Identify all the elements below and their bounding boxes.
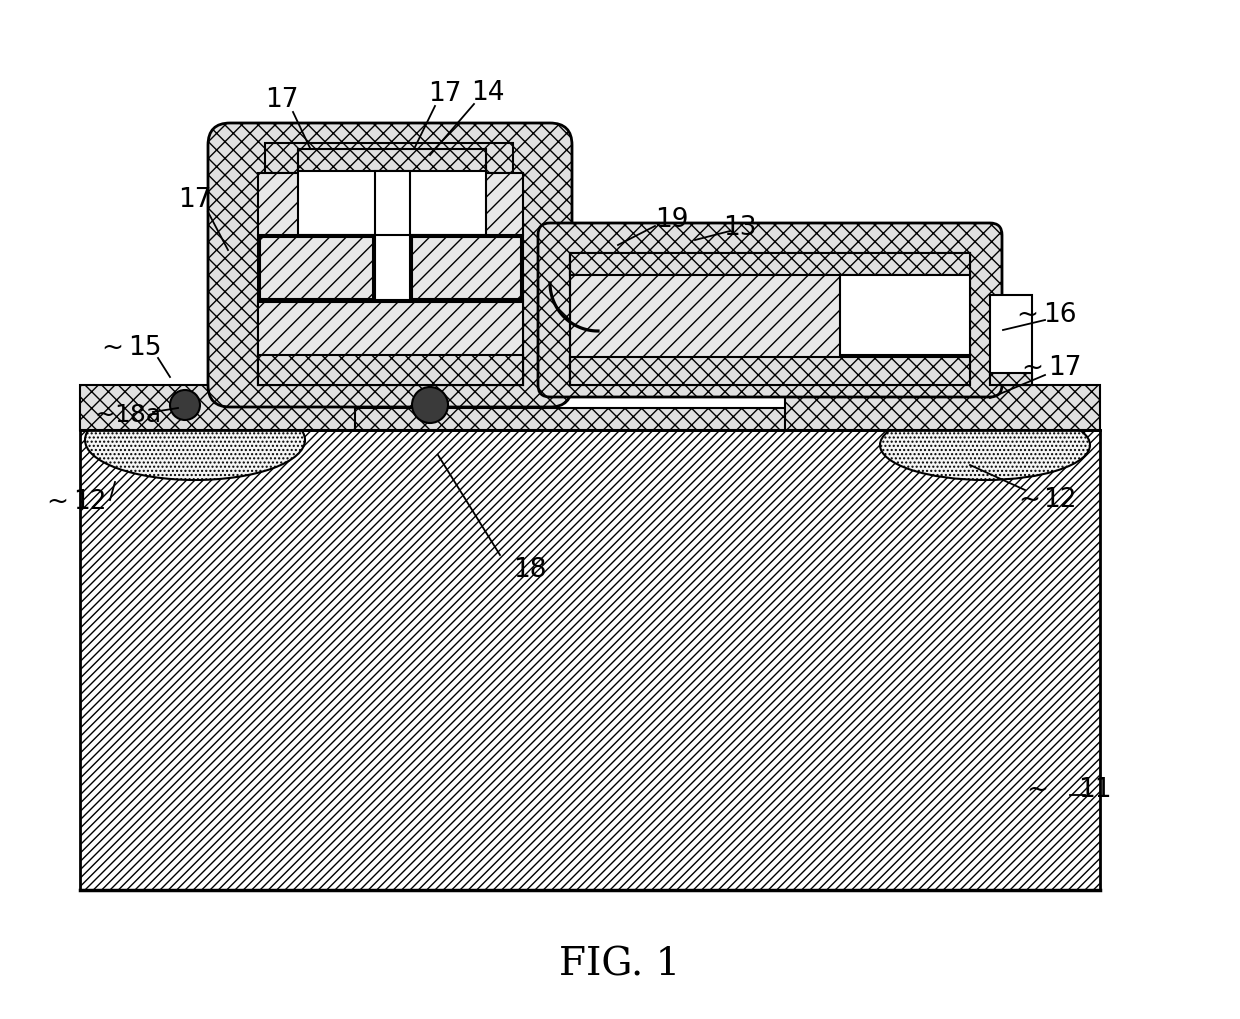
Bar [785, 385, 1100, 430]
FancyBboxPatch shape [208, 123, 572, 407]
Text: 19: 19 [655, 207, 688, 233]
Bar [260, 237, 373, 299]
Text: ~: ~ [1018, 487, 1040, 513]
Circle shape [170, 390, 200, 420]
Text: 17: 17 [428, 81, 461, 107]
Bar [551, 235, 990, 385]
Text: ~: ~ [94, 403, 115, 427]
Bar [412, 237, 521, 299]
Text: 17: 17 [1048, 355, 1081, 381]
Text: 14: 14 [471, 81, 505, 106]
Bar [570, 253, 970, 275]
Text: 13: 13 [723, 215, 756, 242]
Text: 18: 18 [513, 557, 547, 583]
Bar [990, 294, 1032, 385]
Bar [258, 355, 523, 385]
Circle shape [412, 387, 448, 423]
Text: 12: 12 [73, 489, 107, 515]
Text: 18a: 18a [114, 403, 161, 427]
Bar [81, 430, 1100, 890]
Text: 12: 12 [1043, 487, 1076, 513]
Text: 17: 17 [179, 187, 212, 213]
Bar [839, 275, 970, 355]
Text: ~: ~ [100, 335, 123, 361]
Text: 17: 17 [265, 87, 299, 113]
Text: 16: 16 [1043, 302, 1076, 328]
Text: ~: ~ [46, 489, 68, 515]
Bar [570, 357, 970, 385]
Bar [258, 302, 523, 385]
Bar [374, 171, 410, 331]
Bar [130, 408, 990, 430]
Bar [990, 373, 1032, 385]
Bar [258, 173, 523, 385]
Bar [570, 253, 970, 385]
FancyBboxPatch shape [538, 223, 1002, 397]
Bar [298, 149, 486, 171]
Bar [298, 150, 486, 235]
Text: 11: 11 [1079, 777, 1112, 803]
Bar [81, 385, 355, 430]
Ellipse shape [880, 410, 1090, 480]
Text: FIG. 1: FIG. 1 [559, 947, 681, 983]
Text: ~: ~ [1016, 302, 1038, 328]
Text: ~: ~ [1021, 355, 1043, 381]
Bar [265, 143, 513, 173]
Text: 15: 15 [128, 335, 161, 361]
Text: ~: ~ [1025, 777, 1048, 803]
Ellipse shape [86, 400, 305, 480]
